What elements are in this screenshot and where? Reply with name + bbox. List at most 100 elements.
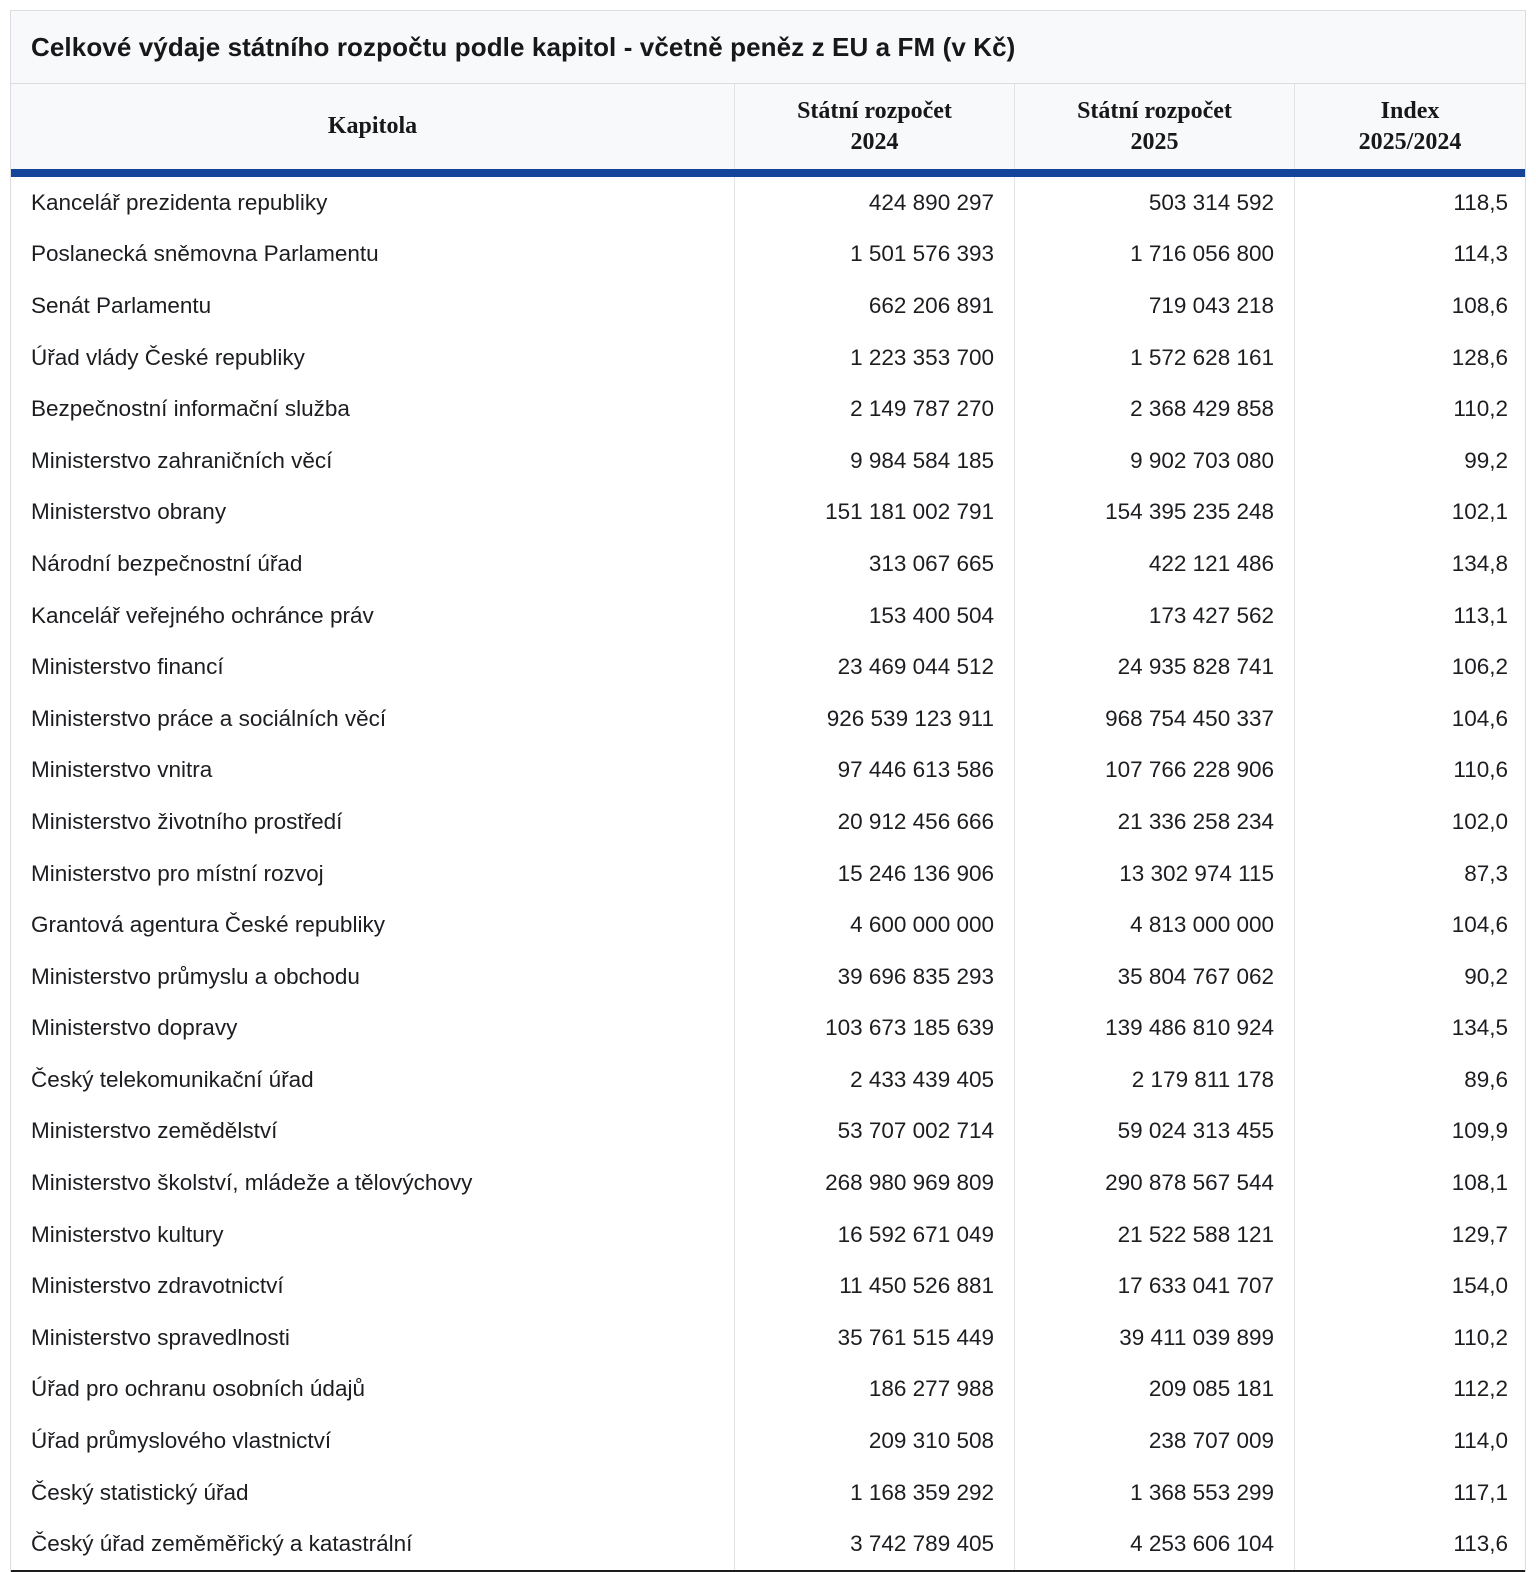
row-budget-2024-cell: 15 246 136 906 [735, 847, 1015, 900]
row-budget-2025-cell: 173 427 562 [1015, 589, 1295, 642]
header-underline-rule [11, 169, 1525, 177]
row-budget-2025-cell: 719 043 218 [1015, 280, 1295, 332]
row-kapitola-cell: Ministerstvo spravedlnosti [11, 1312, 735, 1364]
row-kapitola-cell: Český statistický úřad [11, 1466, 735, 1519]
row-index-cell: 102,0 [1451, 808, 1508, 834]
table-row: Ministerstvo spravedlnosti 35 761 515 44… [11, 1312, 1525, 1364]
row-kapitola-cell: Senát Parlamentu [11, 280, 735, 332]
row-index-cell: 118,5 [1453, 189, 1508, 215]
table-header-row: Kapitola Státní rozpočet 2024 Státní roz… [11, 84, 1525, 169]
table-row: Úřad průmyslového vlastnictví 209 310 50… [11, 1415, 1525, 1467]
row-budget-2024-cell: 186 277 988 [735, 1363, 1015, 1416]
row-kapitola-cell: Kancelář prezidenta republiky [11, 177, 735, 229]
row-budget-2024-cell: 4 600 000 000 [735, 899, 1015, 951]
row-budget-2025-cell: 238 707 009 [1015, 1415, 1295, 1467]
table-row: Senát Parlamentu 662 206 891 719 043 218… [11, 280, 1525, 332]
table-row: Ministerstvo pro místní rozvoj 15 246 13… [11, 847, 1525, 900]
row-index-cell: 113,1 [1453, 602, 1508, 628]
table-row: Poslanecká sněmovna Parlamentu 1 501 576… [11, 228, 1525, 281]
table-row: Český statistický úřad 1 168 359 292 1 3… [11, 1466, 1525, 1519]
row-index-cell: 134,8 [1451, 550, 1508, 576]
column-header-index: Index 2025/2024 [1295, 84, 1525, 169]
row-kapitola-cell: Ministerstvo zemědělství [11, 1105, 735, 1158]
row-budget-2025-cell: 968 754 450 337 [1015, 692, 1295, 745]
row-budget-2024-cell: 9 984 584 185 [735, 434, 1015, 487]
row-kapitola-cell: Kancelář veřejného ochránce práv [11, 589, 735, 642]
row-kapitola-cell: Ministerstvo vnitra [11, 744, 735, 797]
table-row: Ministerstvo zdravotnictví 11 450 526 88… [11, 1260, 1525, 1313]
row-index-cell: 112,2 [1453, 1376, 1508, 1402]
row-kapitola-cell: Ministerstvo práce a sociálních věcí [11, 692, 735, 745]
row-kapitola-cell: Bezpečnostní informační služba [11, 383, 735, 435]
row-kapitola-cell: Ministerstvo zdravotnictví [11, 1260, 735, 1313]
row-index-cell: 89,6 [1464, 1066, 1508, 1092]
row-kapitola-cell: Ministerstvo obrany [11, 486, 735, 539]
row-budget-2024-cell: 662 206 891 [735, 280, 1015, 332]
table-bottom-border [11, 1570, 1525, 1572]
table-row: Ministerstvo zahraničních věcí 9 984 584… [11, 434, 1525, 487]
table-row: Úřad pro ochranu osobních údajů 186 277 … [11, 1363, 1525, 1416]
row-budget-2025-cell: 290 878 567 544 [1015, 1157, 1295, 1209]
column-header-rozpocet-2024-line1: Státní rozpočet [797, 97, 952, 124]
row-index-cell: 129,7 [1451, 1221, 1508, 1247]
row-index-cell: 154,0 [1451, 1273, 1508, 1299]
row-budget-2025-cell: 13 302 974 115 [1015, 847, 1295, 900]
table-row: Úřad vlády České republiky 1 223 353 700… [11, 331, 1525, 384]
table-row: Ministerstvo průmyslu a obchodu 39 696 8… [11, 950, 1525, 1003]
row-budget-2024-cell: 2 433 439 405 [735, 1054, 1015, 1106]
row-index-cell: 110,6 [1453, 757, 1508, 783]
table-row: Ministerstvo dopravy 103 673 185 639 139… [11, 1002, 1525, 1055]
row-index-cell: 134,5 [1451, 1015, 1508, 1041]
row-index-cell: 106,2 [1451, 654, 1508, 680]
row-kapitola-cell: Úřad pro ochranu osobních údajů [11, 1363, 735, 1416]
budget-table-card: Celkové výdaje státního rozpočtu podle k… [10, 10, 1526, 1572]
column-header-index-line2: 2025/2024 [1358, 128, 1462, 155]
row-kapitola-cell: Ministerstvo financí [11, 641, 735, 693]
row-budget-2024-cell: 153 400 504 [735, 589, 1015, 642]
row-budget-2024-cell: 268 980 969 809 [735, 1157, 1015, 1209]
row-budget-2024-cell: 3 742 789 405 [735, 1518, 1015, 1571]
row-budget-2025-cell: 39 411 039 899 [1015, 1312, 1295, 1364]
column-header-index-line1: Index [1380, 97, 1440, 124]
row-index-cell: 113,6 [1453, 1531, 1508, 1557]
row-budget-2025-cell: 2 179 811 178 [1015, 1054, 1295, 1106]
row-budget-2024-cell: 103 673 185 639 [735, 1002, 1015, 1055]
row-budget-2024-cell: 53 707 002 714 [735, 1105, 1015, 1158]
row-index-cell: 108,6 [1451, 292, 1508, 318]
row-budget-2024-cell: 11 450 526 881 [735, 1260, 1015, 1313]
table-body: Kancelář prezidenta republiky 424 890 29… [11, 177, 1525, 1571]
row-budget-2025-cell: 9 902 703 080 [1015, 434, 1295, 487]
row-index-cell: 117,1 [1453, 1479, 1508, 1505]
row-budget-2024-cell: 926 539 123 911 [735, 692, 1015, 745]
table-title: Celkové výdaje státního rozpočtu podle k… [31, 31, 1016, 62]
table-row: Ministerstvo zemědělství 53 707 002 714 … [11, 1105, 1525, 1158]
row-budget-2024-cell: 39 696 835 293 [735, 950, 1015, 1003]
row-budget-2024-cell: 97 446 613 586 [735, 744, 1015, 797]
row-budget-2025-cell: 24 935 828 741 [1015, 641, 1295, 693]
row-index-cell: 102,1 [1451, 499, 1508, 525]
table-row: Ministerstvo práce a sociálních věcí 926… [11, 692, 1525, 745]
row-budget-2025-cell: 4 813 000 000 [1015, 899, 1295, 951]
row-budget-2025-cell: 59 024 313 455 [1015, 1105, 1295, 1158]
row-index-cell: 99,2 [1464, 447, 1508, 473]
row-index-cell: 108,1 [1451, 1170, 1508, 1196]
row-budget-2025-cell: 21 336 258 234 [1015, 796, 1295, 848]
row-index-cell: 104,6 [1451, 912, 1508, 938]
table-row: Grantová agentura České republiky 4 600 … [11, 899, 1525, 951]
column-header-kapitola-label: Kapitola [327, 113, 418, 139]
table-title-bar: Celkové výdaje státního rozpočtu podle k… [11, 11, 1525, 84]
row-kapitola-cell: Úřad vlády České republiky [11, 331, 735, 384]
row-kapitola-cell: Národní bezpečnostní úřad [11, 538, 735, 590]
row-index-cell: 87,3 [1464, 860, 1508, 886]
row-index-cell: 110,2 [1453, 1324, 1508, 1350]
column-header-kapitola: Kapitola [11, 84, 735, 169]
row-budget-2025-cell: 154 395 235 248 [1015, 486, 1295, 539]
row-budget-2025-cell: 1 572 628 161 [1015, 331, 1295, 384]
column-header-rozpocet-2025-line1: Státní rozpočet [1077, 97, 1232, 124]
row-index-cell: 104,6 [1451, 705, 1508, 731]
table-row: Ministerstvo financí 23 469 044 512 24 9… [11, 641, 1525, 693]
row-kapitola-cell: Ministerstvo životního prostředí [11, 796, 735, 848]
row-budget-2024-cell: 424 890 297 [735, 177, 1015, 229]
row-budget-2025-cell: 107 766 228 906 [1015, 744, 1295, 797]
